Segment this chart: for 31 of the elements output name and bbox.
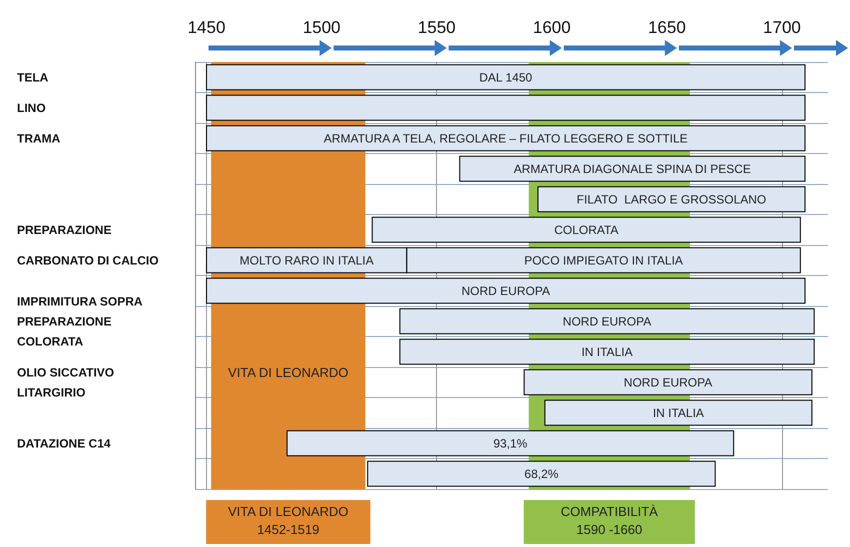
text: COMPATIBILITÀ 1590 -1660 bbox=[560, 504, 658, 537]
series-label: POCO IMPIEGATO IN ITALIA bbox=[524, 253, 683, 268]
series-label: IN ITALIA bbox=[652, 406, 704, 420]
series-label: COLORATA bbox=[554, 222, 618, 237]
series-label: NORD EUROPA bbox=[462, 284, 550, 298]
series-label: NORD EUROPA bbox=[562, 314, 652, 328]
y-tick-label: DATAZIONE C14 bbox=[17, 436, 111, 450]
series-label: ARMATURA A TELA, REGOLARE – FILATO LEGGERO E SOTTILE bbox=[324, 131, 688, 146]
x-tick-label: 1700 bbox=[763, 18, 801, 37]
x-tick-label: 1600 bbox=[532, 18, 571, 37]
series-label: ARMATURA DIAGONALE SPINA DI PESCE bbox=[514, 162, 751, 176]
band-label: VITA DI LEONARDO bbox=[228, 365, 348, 380]
series-label: FILATO LARGO E GROSSOLANO bbox=[576, 192, 766, 206]
series-label: NORD EUROPA bbox=[624, 375, 712, 390]
y-tick-label: OLIO SICCATIVO LITARGIRIO bbox=[17, 365, 114, 400]
y-tick-label: IMPRIMITURA SOPRA PREPARAZIONE COLORATA bbox=[17, 294, 143, 348]
y-tick-label: PREPARAZIONE bbox=[17, 222, 112, 237]
x-tick-label: 1550 bbox=[418, 18, 456, 37]
series-label: DAL 1450 bbox=[479, 70, 533, 84]
y-tick-label: CARBONATO DI CALCIO bbox=[17, 253, 159, 268]
x-tick-label: 1500 bbox=[302, 18, 341, 37]
series-label: MOLTO RARO IN ITALIA bbox=[240, 253, 374, 268]
x-tick-label: 1450 bbox=[188, 18, 226, 37]
series-label: IN ITALIA bbox=[581, 344, 633, 359]
y-tick-label: TRAMA bbox=[17, 131, 61, 146]
y-tick-label: TELA bbox=[17, 70, 49, 84]
series-label: 68,2% bbox=[524, 466, 559, 481]
x-tick-label: 1650 bbox=[648, 18, 686, 37]
y-tick-label: LINO bbox=[17, 100, 46, 115]
series-label: 93,1% bbox=[493, 436, 528, 450]
text: VITA DI LEONARDO 1452-1519 bbox=[228, 504, 348, 537]
